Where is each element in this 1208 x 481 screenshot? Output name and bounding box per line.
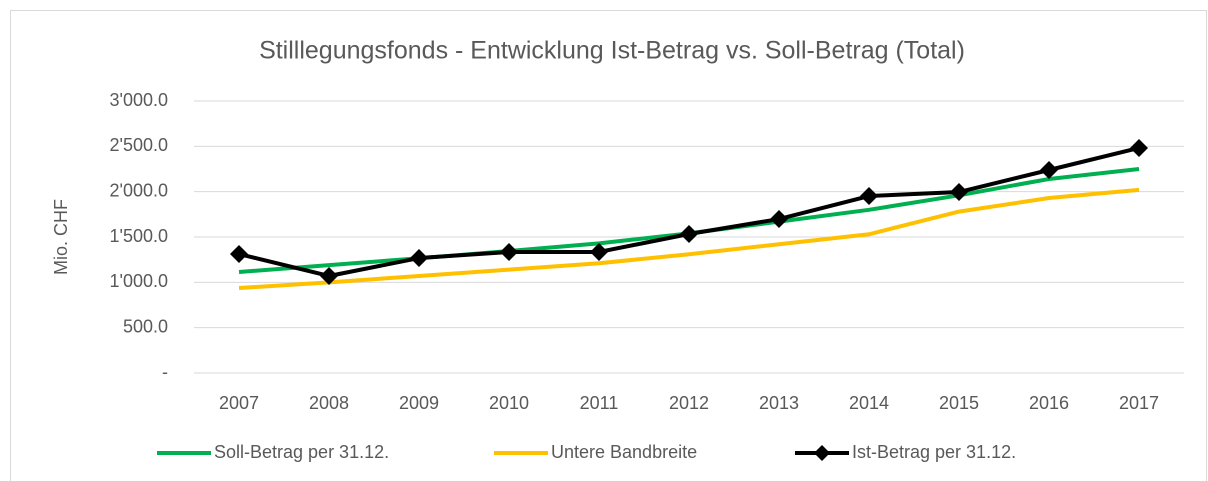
y-axis-label: Mio. CHF <box>51 199 71 275</box>
data-point <box>500 243 518 262</box>
y-tick-label: 2'500.0 <box>110 135 169 155</box>
x-tick-label: 2014 <box>849 393 889 413</box>
data-point <box>410 249 428 268</box>
x-tick-label: 2008 <box>309 393 349 413</box>
data-point <box>860 187 878 206</box>
x-tick-label: 2017 <box>1119 393 1159 413</box>
x-tick-label: 2013 <box>759 393 799 413</box>
data-point <box>770 210 788 229</box>
data-point <box>230 245 248 264</box>
chart-title: Stilllegungsfonds - Entwicklung Ist-Betr… <box>259 37 965 65</box>
legend-label: Soll-Betrag per 31.12. <box>214 442 389 462</box>
data-point <box>1040 160 1058 179</box>
x-tick-label: 2012 <box>669 393 709 413</box>
y-tick-label: 1'000.0 <box>110 271 169 291</box>
y-tick-label: 500.0 <box>123 316 168 336</box>
y-tick-label: 2'000.0 <box>110 180 169 200</box>
x-tick-label: 2009 <box>399 393 439 413</box>
y-tick-label: 1'500.0 <box>110 226 169 246</box>
data-point <box>680 225 698 244</box>
data-point <box>1130 138 1148 157</box>
legend-label: Untere Bandbreite <box>551 442 697 462</box>
chart-frame <box>10 10 1207 481</box>
x-tick-label: 2016 <box>1029 393 1069 413</box>
data-point <box>320 266 338 285</box>
y-tick-label: 3'000.0 <box>110 90 169 110</box>
x-tick-label: 2010 <box>489 393 529 413</box>
data-point <box>590 242 608 261</box>
y-tick-label: - <box>162 362 168 382</box>
data-point <box>950 183 968 202</box>
x-tick-label: 2011 <box>580 393 619 413</box>
x-tick-label: 2015 <box>939 393 979 413</box>
legend-marker <box>814 445 830 461</box>
legend-label: Ist-Betrag per 31.12. <box>852 442 1016 462</box>
series-line <box>238 187 1140 291</box>
x-tick-label: 2007 <box>219 393 259 413</box>
